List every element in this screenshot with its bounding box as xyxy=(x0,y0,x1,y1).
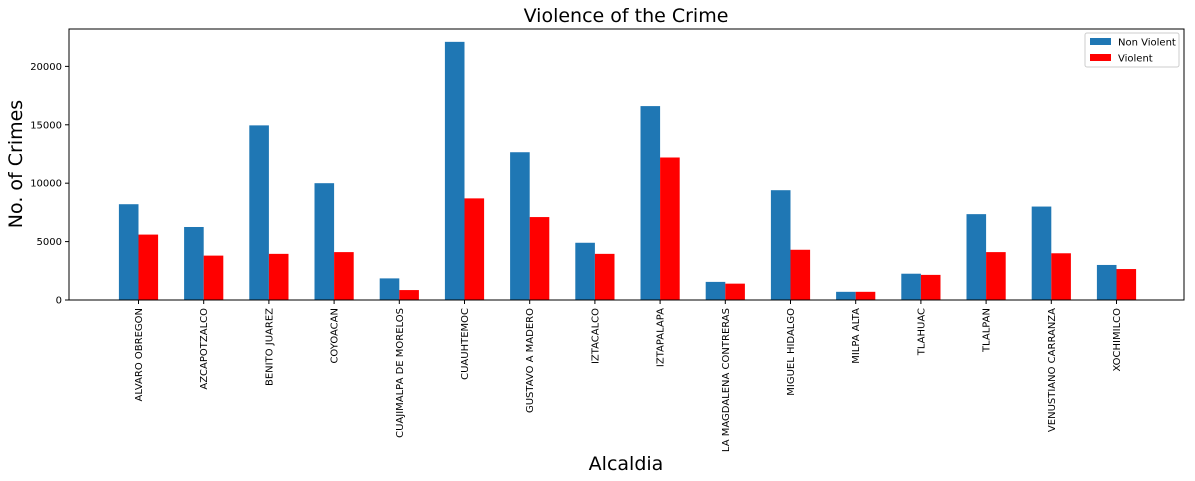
bar-non-violent-2 xyxy=(249,125,269,301)
x-tick-label: XOCHIMILCO xyxy=(1112,308,1123,372)
bar-non-violent-14 xyxy=(1031,206,1052,300)
bar-violent-12 xyxy=(920,274,941,300)
bar-non-violent-5 xyxy=(444,41,465,301)
legend-label: Violent xyxy=(1118,54,1153,65)
bar-violent-8 xyxy=(660,157,680,300)
bar-violent-4 xyxy=(399,290,419,300)
x-tick-label: LA MAGDALENA CONTRERAS xyxy=(721,308,732,452)
bar-non-violent-1 xyxy=(184,226,204,300)
x-tick-label: COYOACAN xyxy=(330,308,341,364)
y-tick-label: 10000 xyxy=(30,179,62,190)
y-axis-title: No. of Crimes xyxy=(5,100,27,228)
bar-non-violent-4 xyxy=(379,278,400,300)
x-tick-label: TLALPAN xyxy=(982,308,993,353)
legend-swatch xyxy=(1090,54,1111,61)
bar-violent-5 xyxy=(464,198,485,300)
bar-violent-7 xyxy=(594,253,615,300)
x-tick-label: IZTAPALAPA xyxy=(656,308,667,367)
bar-violent-13 xyxy=(986,252,1006,300)
legend-swatch xyxy=(1090,38,1111,45)
x-tick-label: CUAUHTEMOC xyxy=(460,308,471,380)
bar-violent-9 xyxy=(725,283,745,300)
x-tick-label: TLAHUAC xyxy=(916,308,927,356)
x-tick-label: VENUSTIANO CARRANZA xyxy=(1047,308,1058,432)
bar-violent-6 xyxy=(529,217,550,300)
x-tick-label: AZCAPOTZALCO xyxy=(199,308,210,390)
x-tick-label: GUSTAVO A MADERO xyxy=(525,308,536,413)
y-tick-label: 5000 xyxy=(37,237,62,248)
x-tick-label: MIGUEL HIDALGO xyxy=(786,308,797,396)
x-tick-label: ALVARO OBREGON xyxy=(134,308,145,401)
legend-label: Non Violent xyxy=(1118,38,1176,49)
bar-violent-15 xyxy=(1116,269,1137,300)
bar-non-violent-13 xyxy=(966,214,987,300)
bar-non-violent-6 xyxy=(510,152,530,300)
bar-non-violent-9 xyxy=(705,281,726,300)
bars-group xyxy=(118,41,1137,301)
y-tick-label: 20000 xyxy=(30,62,62,73)
x-axis-title: Alcaldia xyxy=(589,453,664,475)
x-ticks: ALVARO OBREGON AZCAPOTZALCO BENITO JUAREZ C… xyxy=(134,300,1123,452)
bar-non-violent-0 xyxy=(118,204,139,300)
legend: Non Violent Violent xyxy=(1084,32,1180,68)
bar-violent-11 xyxy=(855,291,876,300)
bar-non-violent-11 xyxy=(836,291,856,300)
x-tick-label: IZTACALCO xyxy=(590,308,601,364)
bar-non-violent-15 xyxy=(1096,264,1117,300)
x-tick-label: BENITO JUAREZ xyxy=(264,308,275,386)
y-tick-label: 15000 xyxy=(30,120,62,131)
bar-violent-10 xyxy=(790,249,811,300)
x-tick-label: MILPA ALTA xyxy=(851,308,862,364)
bar-non-violent-7 xyxy=(575,242,595,300)
bar-non-violent-12 xyxy=(901,273,921,300)
plot-frame xyxy=(68,28,1185,301)
y-ticks: 0 5000 10000 15000 20000 xyxy=(30,62,69,307)
bar-violent-3 xyxy=(334,252,354,300)
x-tick-label: CUAJIMALPA DE MORELOS xyxy=(395,308,406,438)
chart-title: Violence of the Crime xyxy=(524,5,729,27)
bar-non-violent-10 xyxy=(770,190,791,300)
bar-violent-14 xyxy=(1051,253,1071,300)
bar-non-violent-3 xyxy=(314,183,335,300)
bar-violent-2 xyxy=(268,253,289,300)
y-tick-label: 0 xyxy=(56,296,62,307)
bar-violent-0 xyxy=(138,234,159,300)
bar-non-violent-8 xyxy=(640,106,661,301)
bar-violent-1 xyxy=(203,255,224,300)
